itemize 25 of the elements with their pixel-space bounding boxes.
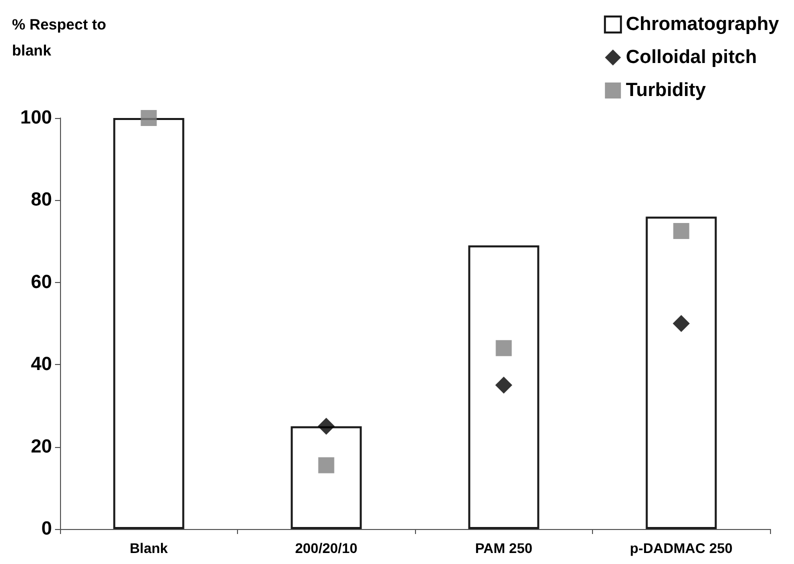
y-tick-label: 60	[30, 272, 52, 293]
point	[318, 457, 334, 474]
x-tick-label: Blank	[130, 540, 168, 556]
x-tick-label: PAM 250	[475, 540, 533, 556]
y-tick-label: 0	[41, 518, 52, 540]
bar	[113, 118, 184, 529]
bar	[290, 426, 362, 529]
y-tick-label: 100	[20, 108, 52, 128]
point	[672, 315, 690, 332]
y-tick-label: 20	[30, 436, 52, 458]
y-tick-label: 80	[30, 190, 52, 211]
y-tick-label: 40	[30, 354, 52, 376]
point	[140, 110, 157, 126]
y-axis-title: % Respect to blank	[12, 16, 110, 60]
point	[318, 418, 335, 435]
point	[673, 223, 690, 240]
x-tick-label: p-DADMAC 250	[630, 540, 733, 556]
bar	[468, 245, 540, 529]
legend-label: Turbidity	[626, 80, 706, 101]
x-tick-label: 200/20/10	[295, 540, 358, 556]
bar	[646, 216, 717, 529]
point	[495, 376, 512, 394]
legend-label: Colloidal pitch	[626, 47, 757, 68]
point	[496, 340, 512, 356]
legend-label: Chromatography	[626, 14, 780, 35]
